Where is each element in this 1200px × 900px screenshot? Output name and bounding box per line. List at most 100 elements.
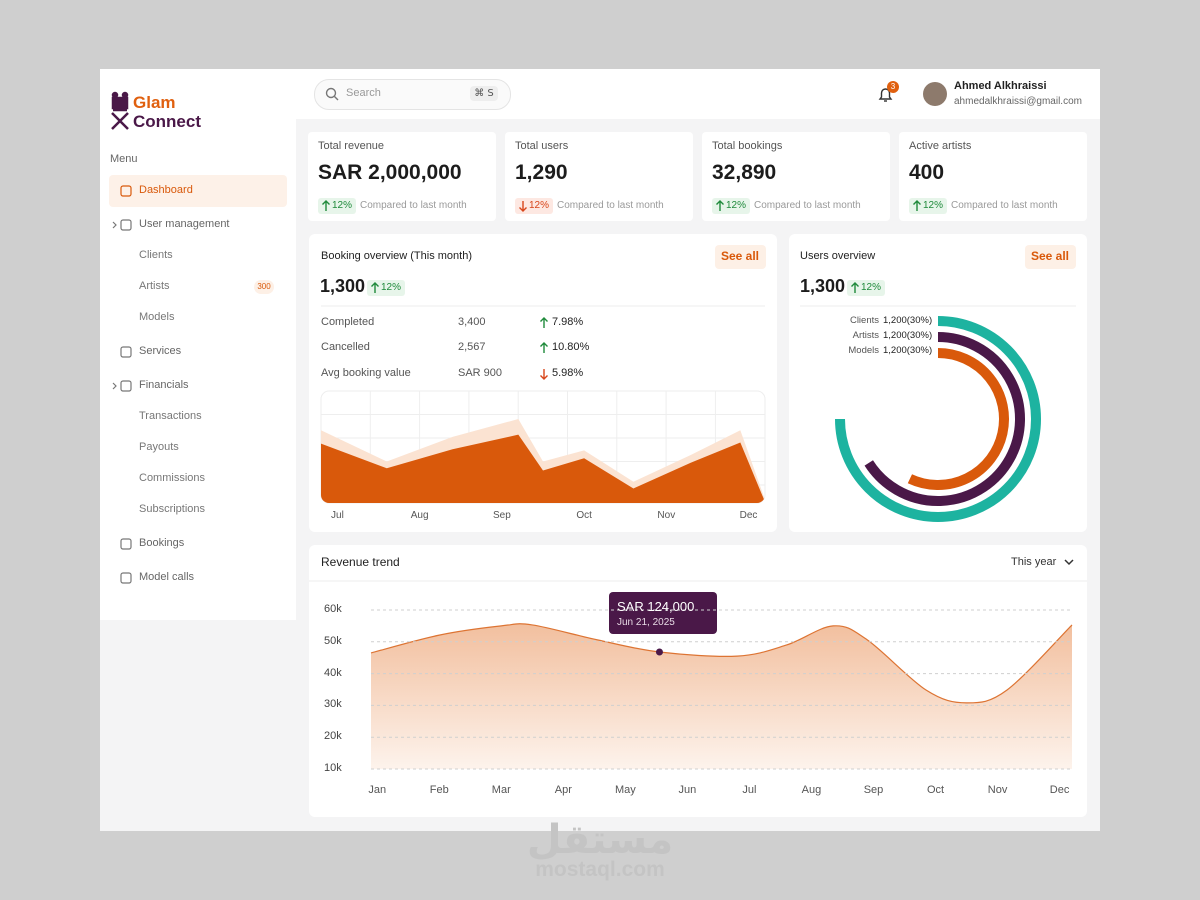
card-title: Revenue trend [321,555,400,570]
stat-note: Compared to last month [754,199,861,211]
submenu-item[interactable]: Models [139,310,175,323]
logo-text: Connect [133,111,201,131]
change-value: 12% [726,199,747,211]
menu-item[interactable]: User management [139,217,230,230]
trend-arrow [540,342,548,353]
menu-item[interactable]: Financials [139,378,189,391]
sidebar [100,69,296,620]
trend-arrow [913,200,921,211]
stat-label: Active artists [909,139,972,152]
legend-name: Artists [852,329,879,341]
submenu-item[interactable]: Subscriptions [139,502,206,515]
trend-arrow [851,282,859,293]
logo-text: Glam [133,92,176,112]
see-all-button[interactable] [1025,245,1076,269]
line [370,623,1073,704]
submenu-item[interactable]: Payouts [139,440,179,453]
search-placeholder[interactable]: Search [346,86,381,99]
bell-icon[interactable] [878,88,893,102]
y-tick-label: 40k [324,666,342,679]
card-title: Users overview [800,249,876,262]
dropdown-chevron[interactable] [1064,559,1074,566]
card-total: 1,300 [320,276,366,297]
expand-chevron [112,221,117,229]
row-value: 3,400 [458,315,486,328]
submenu-item[interactable]: Clients [139,248,173,261]
notification-badge [887,81,899,93]
radial-bar [907,348,1009,490]
x-tick-label: Aug [801,783,822,796]
x-tick-label: Aug [410,509,429,521]
row-label: Completed [321,315,375,328]
trend-arrow [519,201,527,212]
x-tick-label: Oct [576,509,592,521]
menu-icon [120,380,132,392]
x-tick-label: Mar [491,783,511,796]
period-select[interactable]: This year [1011,555,1057,568]
search-icon [325,87,339,101]
trend-arrow [716,200,724,211]
stat-value: SAR 2,000,000 [318,161,462,185]
row-value: SAR 900 [458,366,503,379]
legend-detail: 1,200(30%) [883,314,933,326]
submenu-item[interactable]: Artists [139,279,170,292]
stat-note: Compared to last month [360,199,467,211]
menu-icon [120,572,132,584]
area-fill [371,623,1072,769]
row-label: Avg booking value [321,366,411,379]
radial-bar [864,332,1025,506]
change-value: 12% [332,199,353,211]
y-tick-label: 10k [324,761,342,774]
stat-value: 32,890 [712,161,777,185]
menu-item[interactable]: Services [139,344,182,357]
menu-item[interactable]: Model calls [139,570,195,583]
x-tick-label: Dec [1049,783,1070,796]
menu-icon [120,346,132,358]
x-tick-label: Dec [739,509,758,521]
see-all-button[interactable] [715,245,766,269]
see-all[interactable]: See all [720,249,760,264]
x-tick-label: Nov [987,783,1008,796]
avatar[interactable] [923,82,947,106]
menu-icon [120,185,132,197]
trend-arrow [322,200,330,211]
x-tick-label: Sep [863,783,884,796]
menu-badge: 300 [257,281,271,291]
trend-arrow [540,317,548,328]
submenu-item[interactable]: Transactions [139,409,202,422]
y-tick-label: 60k [324,602,342,615]
menu-icon [120,219,132,231]
x-tick-label: May [614,783,636,796]
active-item-bg [109,175,287,207]
shortcut-box [470,86,498,101]
notification-count: 3 [890,81,896,91]
submenu-item[interactable]: Commissions [139,471,206,484]
card-total: 1,300 [800,276,846,297]
stat-value: 1,290 [515,161,568,185]
card-title: Booking overview (This month) [321,249,473,262]
logo-icon [111,91,129,130]
y-tick-label: 20k [324,730,342,743]
trend-arrow [371,282,379,293]
menu-label: Menu [110,152,138,165]
menu-item[interactable]: Dashboard [139,183,193,196]
x-tick-label: Jul [742,783,757,796]
x-tick-label: Jun [678,783,697,796]
row-change: 10.80% [552,340,590,353]
x-tick-label: Feb [429,783,449,796]
badge-bg [254,280,274,294]
annotation-point [655,648,663,656]
watermark: mostaql.com [535,858,665,882]
change-value: 12% [861,281,882,293]
watermark: مستقل [526,817,674,863]
search-shortcut: ⌘ S [474,87,494,99]
menu-item[interactable]: Bookings [139,536,185,549]
see-all[interactable]: See all [1030,249,1070,264]
legend-detail: 1,200(30%) [883,344,933,356]
row-change: 7.98% [552,315,584,328]
tooltip-date: Jun 21, 2025 [617,616,675,628]
tooltip-value: SAR 124,000 [617,598,695,614]
row-value: 2,567 [458,340,486,353]
